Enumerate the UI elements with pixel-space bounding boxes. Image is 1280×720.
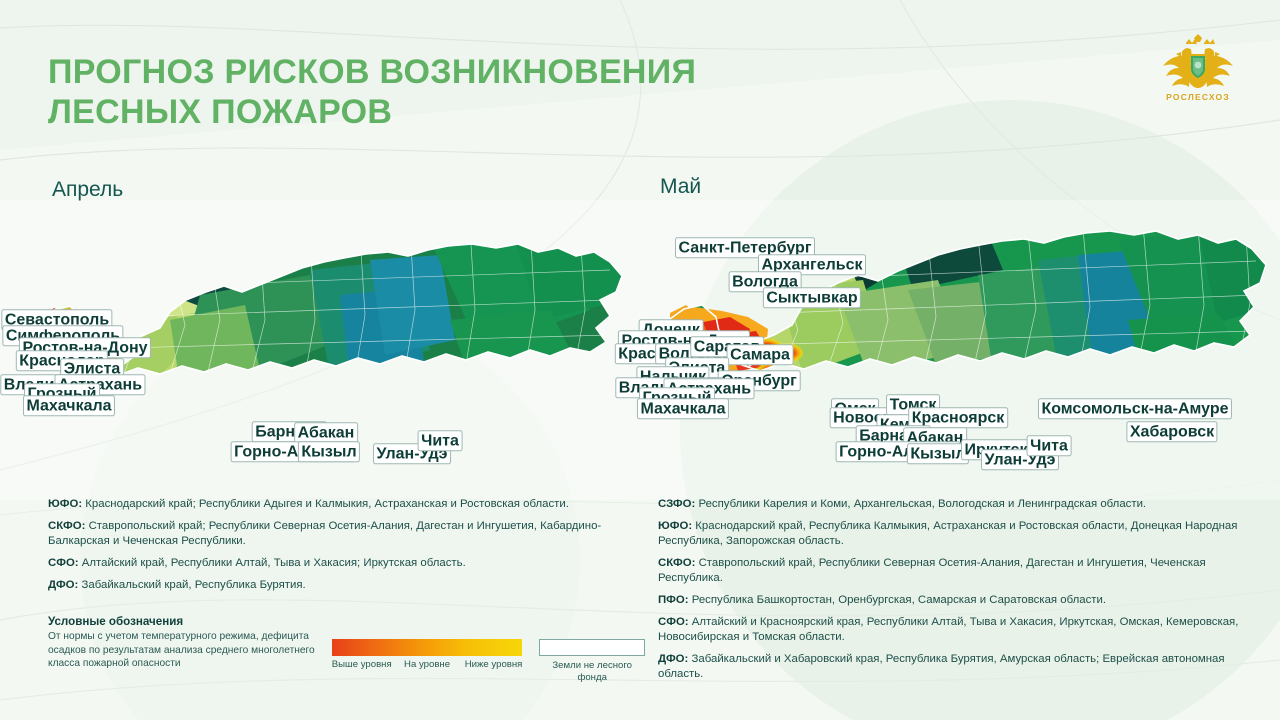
month-label-april: Апрель	[52, 178, 124, 201]
legend-key: Условные обозначения От нормы с учетом т…	[48, 615, 648, 683]
non-forest-land-label: Земли не лесного фонда	[552, 660, 633, 683]
region-text: Ставропольский край; Республики Северная…	[48, 520, 602, 548]
scale-label-low: Ниже уровня	[464, 659, 523, 670]
region-code: ЮФО:	[658, 520, 693, 533]
logo-text: РОСЛЕСХОЗ	[1166, 92, 1230, 102]
non-forest-land-swatch	[539, 639, 646, 656]
region-code: СФО:	[48, 557, 79, 570]
region-text: Республики Карелия и Коми, Архангельская…	[695, 498, 1147, 510]
region-code: СФО:	[658, 616, 689, 629]
region-text: Алтайский край, Республики Алтай, Тыва и…	[78, 557, 466, 570]
region-code: ДФО:	[48, 579, 79, 592]
region-list-april: ЮФО: Краснодарский край; Республики Адыг…	[48, 497, 628, 600]
title-line-1: ПРОГНОЗ РИСКОВ ВОЗНИКНОВЕНИЯ	[48, 53, 697, 91]
region-code: СКФО:	[48, 520, 86, 533]
legend-title: Условные обозначения	[48, 615, 184, 628]
region-code: СКФО:	[658, 557, 696, 570]
map-april-svg	[28, 243, 623, 377]
region-text: Краснодарский край; Республики Адыгея и …	[82, 498, 569, 510]
scale-label-mid: На уровне	[404, 659, 451, 670]
region-item: СФО: Алтайский и Красноярский края, Респ…	[658, 615, 1250, 645]
scale-label-high: Выше уровня	[331, 659, 392, 670]
fire-risk-gradient-bar	[331, 639, 523, 656]
non-forest-land-key: Земли не лесного фонда	[536, 630, 648, 683]
region-list-may: СЗФО: Республики Карелия и Коми, Арханге…	[658, 497, 1250, 689]
fire-risk-scale: Выше уровня На уровне Ниже уровня	[331, 630, 523, 670]
rosleskhoz-logo: РОСЛЕСХОЗ	[1150, 34, 1246, 102]
title-line-2: ЛЕСНЫХ ПОЖАРОВ	[48, 93, 393, 132]
map-april	[10, 200, 630, 490]
region-text: Забайкальский край, Республика Бурятия.	[78, 579, 306, 592]
region-item: ЮФО: Краснодарский край, Республика Калм…	[658, 519, 1250, 549]
region-item: ДФО: Забайкальский край, Республика Буря…	[48, 578, 628, 593]
page-title: ПРОГНОЗ РИСКОВ ВОЗНИКНОВЕНИЯ ЛЕСНЫХ ПОЖА…	[48, 52, 928, 132]
region-item: ДФО: Забайкальский и Хабаровский края, Р…	[658, 652, 1250, 682]
region-code: СЗФО:	[658, 498, 696, 510]
region-text: Республика Башкортостан, Оренбургская, С…	[688, 594, 1107, 607]
region-item: ЮФО: Краснодарский край; Республики Адыг…	[48, 497, 628, 512]
map-may	[638, 195, 1278, 490]
region-text: Алтайский и Красноярский края, Республик…	[658, 616, 1239, 644]
legend-description: От нормы с учетом температурного режима,…	[48, 631, 315, 670]
map-may-svg	[658, 230, 1267, 375]
region-text: Забайкальский и Хабаровский края, Респуб…	[658, 653, 1225, 681]
region-item: СКФО: Ставропольский край; Республики Се…	[48, 519, 628, 549]
region-item: СКФО: Ставропольский край, Республики Се…	[658, 556, 1250, 586]
region-text: Краснодарский край, Республика Калмыкия,…	[658, 520, 1238, 548]
region-code: ЮФО:	[48, 498, 83, 510]
region-item: ПФО: Республика Башкортостан, Оренбургск…	[658, 593, 1250, 608]
double-headed-eagle-icon	[1163, 34, 1233, 88]
region-code: ПФО:	[658, 594, 689, 607]
region-text: Ставропольский край, Республики Северная…	[658, 557, 1206, 585]
month-label-may: Май	[660, 175, 702, 198]
region-item: СФО: Алтайский край, Республики Алтай, Т…	[48, 556, 628, 571]
region-code: ДФО:	[658, 653, 689, 666]
region-item: СЗФО: Республики Карелия и Коми, Арханге…	[658, 497, 1250, 512]
